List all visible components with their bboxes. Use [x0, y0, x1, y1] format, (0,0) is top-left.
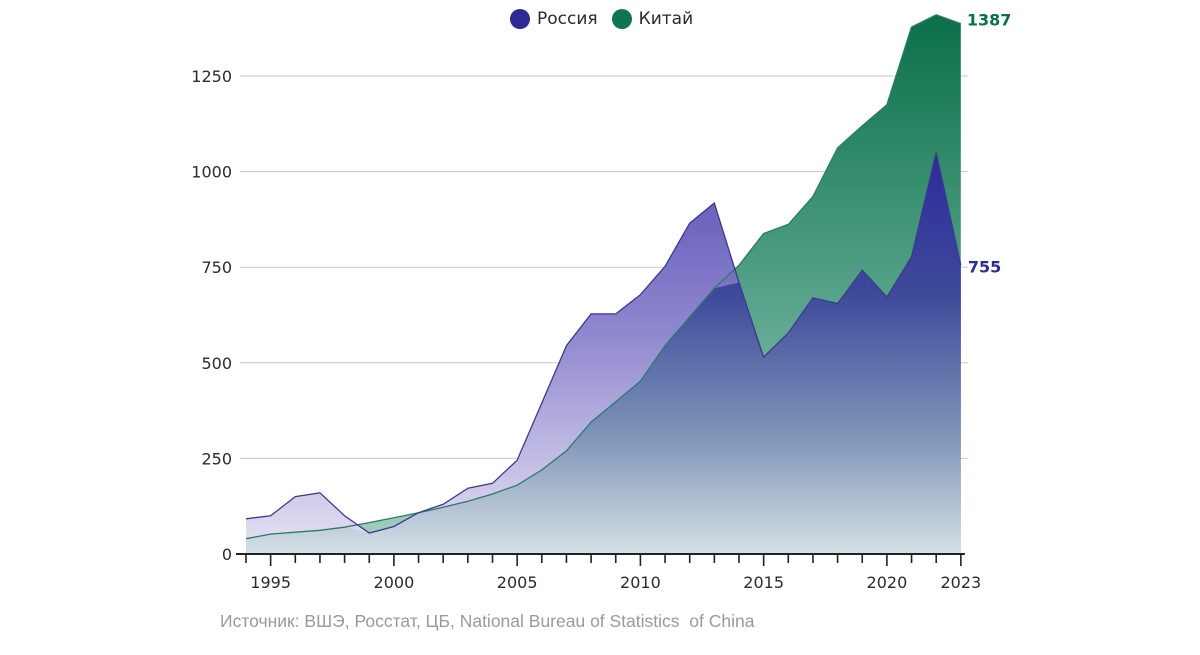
series-overlap-area	[246, 152, 961, 554]
y-tick-label: 250	[201, 449, 232, 468]
legend-item-china[interactable]: Китай	[611, 9, 694, 29]
legend-dot-china-icon	[611, 9, 632, 29]
series-line-russia	[245, 152, 962, 534]
x-tick-label: 2020	[867, 573, 908, 592]
y-axis: 0 250 500 750 1000 1250	[191, 67, 232, 564]
source-note: Источник: ВШЭ, Росстат, ЦБ, National Bur…	[220, 611, 755, 631]
y-tick-label: 750	[201, 258, 232, 277]
series-line-china	[245, 14, 962, 540]
x-tick-label: 2023	[940, 573, 981, 592]
x-tick-label: 1995	[250, 573, 291, 592]
x-tick-label: 2000	[374, 573, 415, 592]
plot-area	[245, 14, 962, 555]
y-tick-label: 500	[201, 354, 232, 373]
end-label-russia: 755	[968, 257, 1001, 276]
legend: Россия Китай	[510, 9, 693, 29]
x-axis: 1995 2000 2005 2010 2015 2020 2023	[236, 553, 981, 592]
end-labels: 1387 755	[967, 11, 1012, 277]
x-tick-label: 2010	[620, 573, 661, 592]
end-label-china: 1387	[967, 11, 1012, 30]
y-tick-label: 0	[222, 545, 232, 564]
legend-item-russia[interactable]: Россия	[510, 9, 598, 29]
x-tick-label: 2005	[497, 573, 538, 592]
y-tick-label: 1000	[191, 163, 232, 182]
y-tick-label: 1250	[191, 67, 232, 86]
x-tick-label: 2015	[743, 573, 784, 592]
legend-label-china: Китай	[638, 9, 694, 29]
legend-label-russia: Россия	[537, 9, 598, 29]
legend-dot-russia-icon	[510, 9, 530, 29]
